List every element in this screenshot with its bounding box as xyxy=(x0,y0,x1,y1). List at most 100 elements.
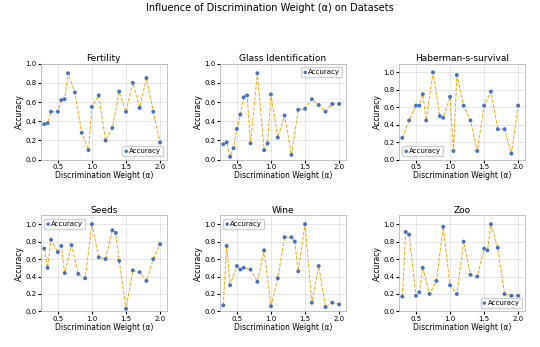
Accuracy xyxy=(405,118,414,123)
Legend: Accuracy: Accuracy xyxy=(44,219,85,229)
Accuracy xyxy=(487,89,495,94)
Legend: Accuracy: Accuracy xyxy=(481,298,522,308)
Accuracy xyxy=(87,104,96,110)
Accuracy xyxy=(487,221,495,227)
Accuracy xyxy=(239,265,248,271)
Accuracy xyxy=(514,103,523,108)
Accuracy xyxy=(446,282,454,288)
Accuracy xyxy=(273,276,282,281)
Accuracy xyxy=(74,271,83,277)
Accuracy xyxy=(418,265,427,271)
Accuracy xyxy=(287,235,296,240)
Accuracy xyxy=(321,109,330,115)
Accuracy xyxy=(219,142,227,147)
Accuracy xyxy=(142,75,151,81)
Accuracy xyxy=(411,103,420,108)
Y-axis label: Accuracy: Accuracy xyxy=(15,94,24,129)
Accuracy xyxy=(460,239,468,244)
Accuracy xyxy=(500,291,509,297)
Accuracy xyxy=(291,239,299,244)
Accuracy xyxy=(401,229,410,235)
Accuracy xyxy=(40,121,49,127)
Accuracy xyxy=(507,293,516,298)
Accuracy xyxy=(233,126,241,132)
Accuracy xyxy=(446,94,454,100)
Accuracy xyxy=(294,107,302,112)
Title: Haberman-s-survival: Haberman-s-survival xyxy=(415,54,509,63)
Accuracy xyxy=(101,256,110,262)
Accuracy xyxy=(156,139,164,145)
Accuracy xyxy=(43,120,52,126)
Accuracy xyxy=(53,249,62,255)
Accuracy xyxy=(122,109,130,115)
Accuracy xyxy=(101,138,110,143)
Accuracy xyxy=(466,272,475,278)
Accuracy xyxy=(453,291,461,297)
Accuracy xyxy=(246,141,255,146)
Accuracy xyxy=(314,102,323,108)
Accuracy xyxy=(94,93,103,98)
Title: Seeds: Seeds xyxy=(90,206,118,215)
Accuracy xyxy=(115,89,124,94)
Accuracy xyxy=(301,221,309,227)
Accuracy xyxy=(149,256,158,262)
Accuracy xyxy=(81,276,90,281)
Accuracy xyxy=(335,101,343,107)
Accuracy xyxy=(473,148,482,154)
Accuracy xyxy=(294,269,302,274)
X-axis label: Discrimination Weight (α): Discrimination Weight (α) xyxy=(234,323,332,332)
X-axis label: Discrimination Weight (α): Discrimination Weight (α) xyxy=(413,171,511,180)
Accuracy xyxy=(236,112,245,117)
Accuracy xyxy=(239,94,248,100)
Accuracy xyxy=(480,103,488,108)
Accuracy xyxy=(308,96,316,102)
Accuracy xyxy=(108,125,117,131)
Accuracy xyxy=(418,92,427,97)
Accuracy xyxy=(321,304,330,310)
Accuracy xyxy=(507,151,516,156)
Accuracy xyxy=(435,113,444,119)
Accuracy xyxy=(57,243,65,249)
Title: Glass Identification: Glass Identification xyxy=(239,54,327,63)
Accuracy xyxy=(136,105,144,111)
Text: Influence of Discrimination Weight (α) on Datasets: Influence of Discrimination Weight (α) o… xyxy=(146,3,394,14)
Accuracy xyxy=(60,96,69,102)
Accuracy xyxy=(253,279,262,285)
X-axis label: Discrimination Weight (α): Discrimination Weight (α) xyxy=(55,323,153,332)
Accuracy xyxy=(229,145,238,151)
Accuracy xyxy=(136,269,144,275)
Accuracy xyxy=(233,263,241,269)
Accuracy xyxy=(149,109,158,115)
Accuracy xyxy=(494,245,502,251)
Accuracy xyxy=(40,246,49,251)
Accuracy xyxy=(260,247,268,253)
Y-axis label: Accuracy: Accuracy xyxy=(373,246,382,281)
Accuracy xyxy=(308,300,316,305)
Legend: Accuracy: Accuracy xyxy=(402,146,443,156)
Accuracy xyxy=(43,265,52,271)
Accuracy xyxy=(405,232,414,237)
Accuracy xyxy=(287,152,296,158)
Accuracy xyxy=(222,243,231,249)
Accuracy xyxy=(328,101,336,107)
Accuracy xyxy=(453,72,461,78)
Accuracy xyxy=(94,255,103,260)
X-axis label: Discrimination Weight (α): Discrimination Weight (α) xyxy=(413,323,511,332)
Accuracy xyxy=(246,267,255,272)
Accuracy xyxy=(314,263,323,269)
Y-axis label: Accuracy: Accuracy xyxy=(194,94,203,129)
Y-axis label: Accuracy: Accuracy xyxy=(194,246,203,281)
Accuracy xyxy=(301,106,309,112)
Accuracy xyxy=(439,224,448,229)
Accuracy xyxy=(429,70,437,75)
Accuracy xyxy=(129,268,137,273)
Accuracy xyxy=(267,303,275,309)
Accuracy xyxy=(460,103,468,108)
Accuracy xyxy=(115,258,124,264)
Y-axis label: Accuracy: Accuracy xyxy=(373,94,382,129)
Accuracy xyxy=(480,246,488,251)
Accuracy xyxy=(514,293,523,298)
Accuracy xyxy=(77,130,86,136)
Accuracy xyxy=(422,118,430,123)
Accuracy xyxy=(273,135,282,141)
